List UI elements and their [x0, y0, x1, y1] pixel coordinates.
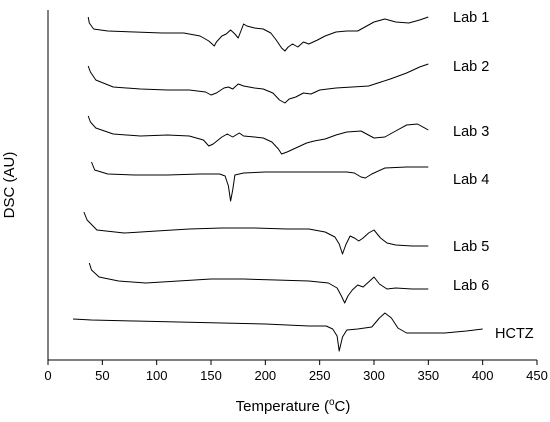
x-axis-title-unit: C)	[335, 398, 351, 415]
trace-lab-1	[87, 16, 429, 52]
x-axis-title-main: Temperature (	[236, 398, 329, 415]
series-labels: Lab 1 Lab 2 Lab 3 Lab 4 Lab 5 Lab 6 HCTZ	[453, 10, 534, 342]
x-axis-ticks: 0 50 100 150 200 250 300 350 400 450	[44, 360, 548, 383]
series-label-lab-5: Lab 5	[453, 239, 489, 255]
y-axis-title: DSC (AU)	[1, 152, 18, 219]
series-label-lab-3: Lab 3	[453, 124, 489, 140]
trace-lab-6	[88, 262, 429, 304]
series-label-lab-4: Lab 4	[453, 172, 489, 188]
x-tick-label: 350	[417, 368, 439, 383]
x-axis-title: Temperature (oC)	[236, 397, 351, 415]
x-tick-label: 400	[472, 368, 494, 383]
trace-lab-5	[83, 211, 429, 255]
trace-lab-2	[87, 63, 429, 104]
x-tick-label: 150	[200, 368, 222, 383]
trace-hctz	[72, 312, 483, 352]
dsc-traces	[72, 16, 483, 352]
x-tick-label: 200	[254, 368, 276, 383]
series-label-lab-6: Lab 6	[453, 278, 489, 294]
x-tick-label: 100	[146, 368, 168, 383]
x-tick-label: 250	[309, 368, 331, 383]
x-axis-title-degree: o	[329, 397, 335, 408]
x-tick-label: 450	[526, 368, 548, 383]
trace-lab-4	[91, 161, 429, 202]
x-tick-label: 0	[44, 368, 51, 383]
x-tick-label: 50	[95, 368, 109, 383]
series-label-lab-1: Lab 1	[453, 10, 489, 26]
series-label-hctz: HCTZ	[495, 326, 534, 342]
series-label-lab-2: Lab 2	[453, 59, 489, 75]
x-tick-label: 300	[363, 368, 385, 383]
trace-lab-3	[87, 115, 429, 155]
